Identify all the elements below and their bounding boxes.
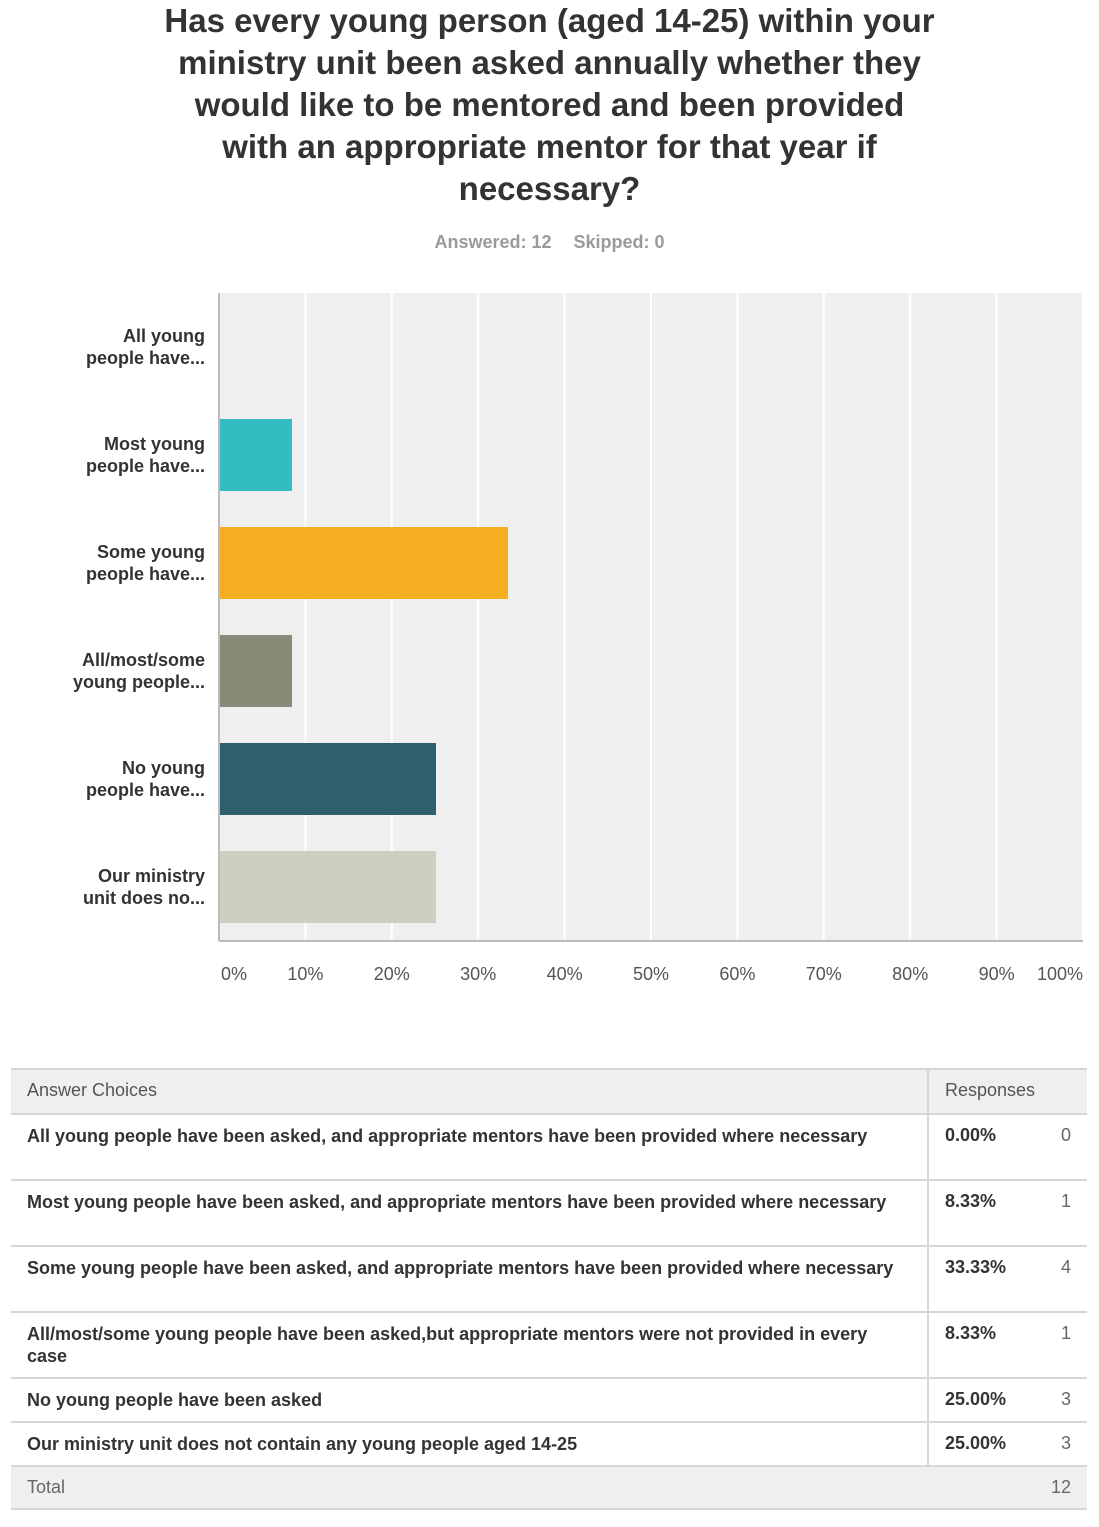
x-tick-label: 90% (979, 964, 1015, 984)
category-label: All young people have... (85, 326, 205, 368)
bar (220, 419, 292, 491)
table-row: No young people have been asked 25.00% 3 (11, 1377, 1087, 1423)
answered: Answered: 12 (434, 232, 552, 252)
answer-choice: No young people have been asked (11, 1377, 928, 1423)
category-label: Our ministry unit does no... (83, 866, 205, 908)
response-percent: 8.33% (927, 1179, 1031, 1247)
response-count: 3 (1031, 1421, 1087, 1467)
category-label: No young people have... (85, 758, 205, 800)
bar (220, 851, 436, 923)
x-tick-label: 0% (221, 964, 247, 984)
response-count: 1 (1031, 1311, 1087, 1379)
x-tick-label: 80% (892, 964, 928, 984)
table-row: Our ministry unit does not contain any y… (11, 1421, 1087, 1467)
answer-choice: All/most/some young people have been ask… (11, 1311, 928, 1379)
response-count: 1 (1031, 1179, 1087, 1247)
answer-choice: Our ministry unit does not contain any y… (11, 1421, 928, 1467)
bar (220, 743, 436, 815)
category-label: Some young people have... (85, 542, 205, 584)
table-row: All young people have been asked, and ap… (11, 1113, 1087, 1181)
bar (220, 635, 292, 707)
table-body: All young people have been asked, and ap… (11, 1113, 1087, 1510)
bar (220, 527, 508, 599)
category-label: Most young people have... (85, 434, 205, 476)
total-value: 12 (928, 1465, 1087, 1510)
x-tick-label: 100% (1037, 964, 1083, 984)
total-label: Total (11, 1465, 928, 1510)
response-percent: 8.33% (927, 1311, 1031, 1379)
table-row: Most young people have been asked, and a… (11, 1179, 1087, 1247)
response-percent: 33.33% (927, 1245, 1031, 1313)
table-row: All/most/some young people have been ask… (11, 1311, 1087, 1379)
answer-choice: Most young people have been asked, and a… (11, 1179, 928, 1247)
chart-title: Has every young person (aged 14-25) with… (164, 2, 935, 207)
response-percent: 25.00% (927, 1377, 1031, 1423)
category-label: All/most/some young people... (72, 650, 205, 692)
response-count: 3 (1031, 1377, 1087, 1423)
x-tick-label: 10% (287, 964, 323, 984)
x-tick-label: 30% (460, 964, 496, 984)
response-count: 0 (1031, 1113, 1087, 1181)
header-cell: Answer Choices (11, 1068, 928, 1115)
summary: Answered: 12 Skipped: 0 (0, 232, 1099, 253)
response-percent: 25.00% (927, 1421, 1031, 1467)
response-table: Answer Choices Responses All young peopl… (11, 1068, 1087, 1510)
chart: 0% 10% 20% 30% 40% 50% 60% 70% 80% 90% 100% (218, 293, 1084, 984)
table-row: Some young people have been asked, and a… (11, 1245, 1087, 1313)
x-tick-label: 60% (719, 964, 755, 984)
total-row: Total 12 (11, 1465, 1087, 1510)
x-tick-label: 40% (547, 964, 583, 984)
x-tick-label: 20% (374, 964, 410, 984)
x-tick-label: 50% (633, 964, 669, 984)
skipped: Skipped: 0 (573, 232, 665, 252)
response-count: 4 (1031, 1245, 1087, 1313)
answer-choice: Some young people have been asked, and a… (11, 1245, 928, 1313)
response-percent: 0.00% (927, 1113, 1031, 1181)
header-cell: Responses (927, 1068, 1087, 1115)
table-header: Answer Choices Responses (11, 1068, 1087, 1115)
answer-choice: All young people have been asked, and ap… (11, 1113, 928, 1181)
x-tick-label: 70% (806, 964, 842, 984)
